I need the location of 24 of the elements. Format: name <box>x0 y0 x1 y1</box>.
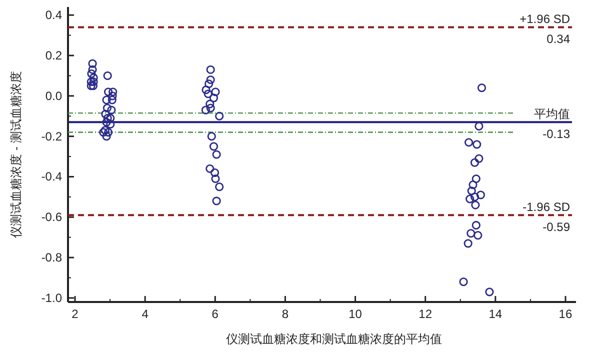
x-tick-label: 8 <box>282 307 289 321</box>
ref-line-label: -1.96 SD <box>522 200 570 214</box>
y-tick-label: -0.6 <box>41 210 62 224</box>
x-tick-label: 14 <box>488 307 502 321</box>
x-tick-label: 4 <box>142 307 149 321</box>
x-tick-label: 2 <box>72 307 79 321</box>
x-tick-label: 12 <box>418 307 432 321</box>
x-axis-title: 仪测试血糖浓度和测试血糖浓度的平均值 <box>226 332 442 346</box>
y-tick-label: -0.4 <box>41 170 62 184</box>
annotation: 0.34 <box>546 32 570 46</box>
annotation: -0.59 <box>542 220 570 234</box>
y-tick-label: -1.0 <box>41 290 62 305</box>
y-tick-label: -0.8 <box>41 250 62 265</box>
y-tick-label: 0.2 <box>45 48 62 62</box>
ref-line-label: +1.96 SD <box>520 12 570 26</box>
x-tick-label: 10 <box>348 307 362 321</box>
x-tick-label: 16 <box>558 307 572 321</box>
y-tick-label: 0.0 <box>45 88 62 103</box>
annotation: -0.13 <box>542 127 570 142</box>
y-tick-label: -0.2 <box>41 129 62 144</box>
ref-line-label: 平均值 <box>534 107 570 122</box>
y-tick-label: 0.4 <box>45 8 62 22</box>
y-axis-title: 仪测试血糖浓度 - 测试血糖浓度 <box>9 71 23 238</box>
x-tick-label: 6 <box>212 307 219 321</box>
